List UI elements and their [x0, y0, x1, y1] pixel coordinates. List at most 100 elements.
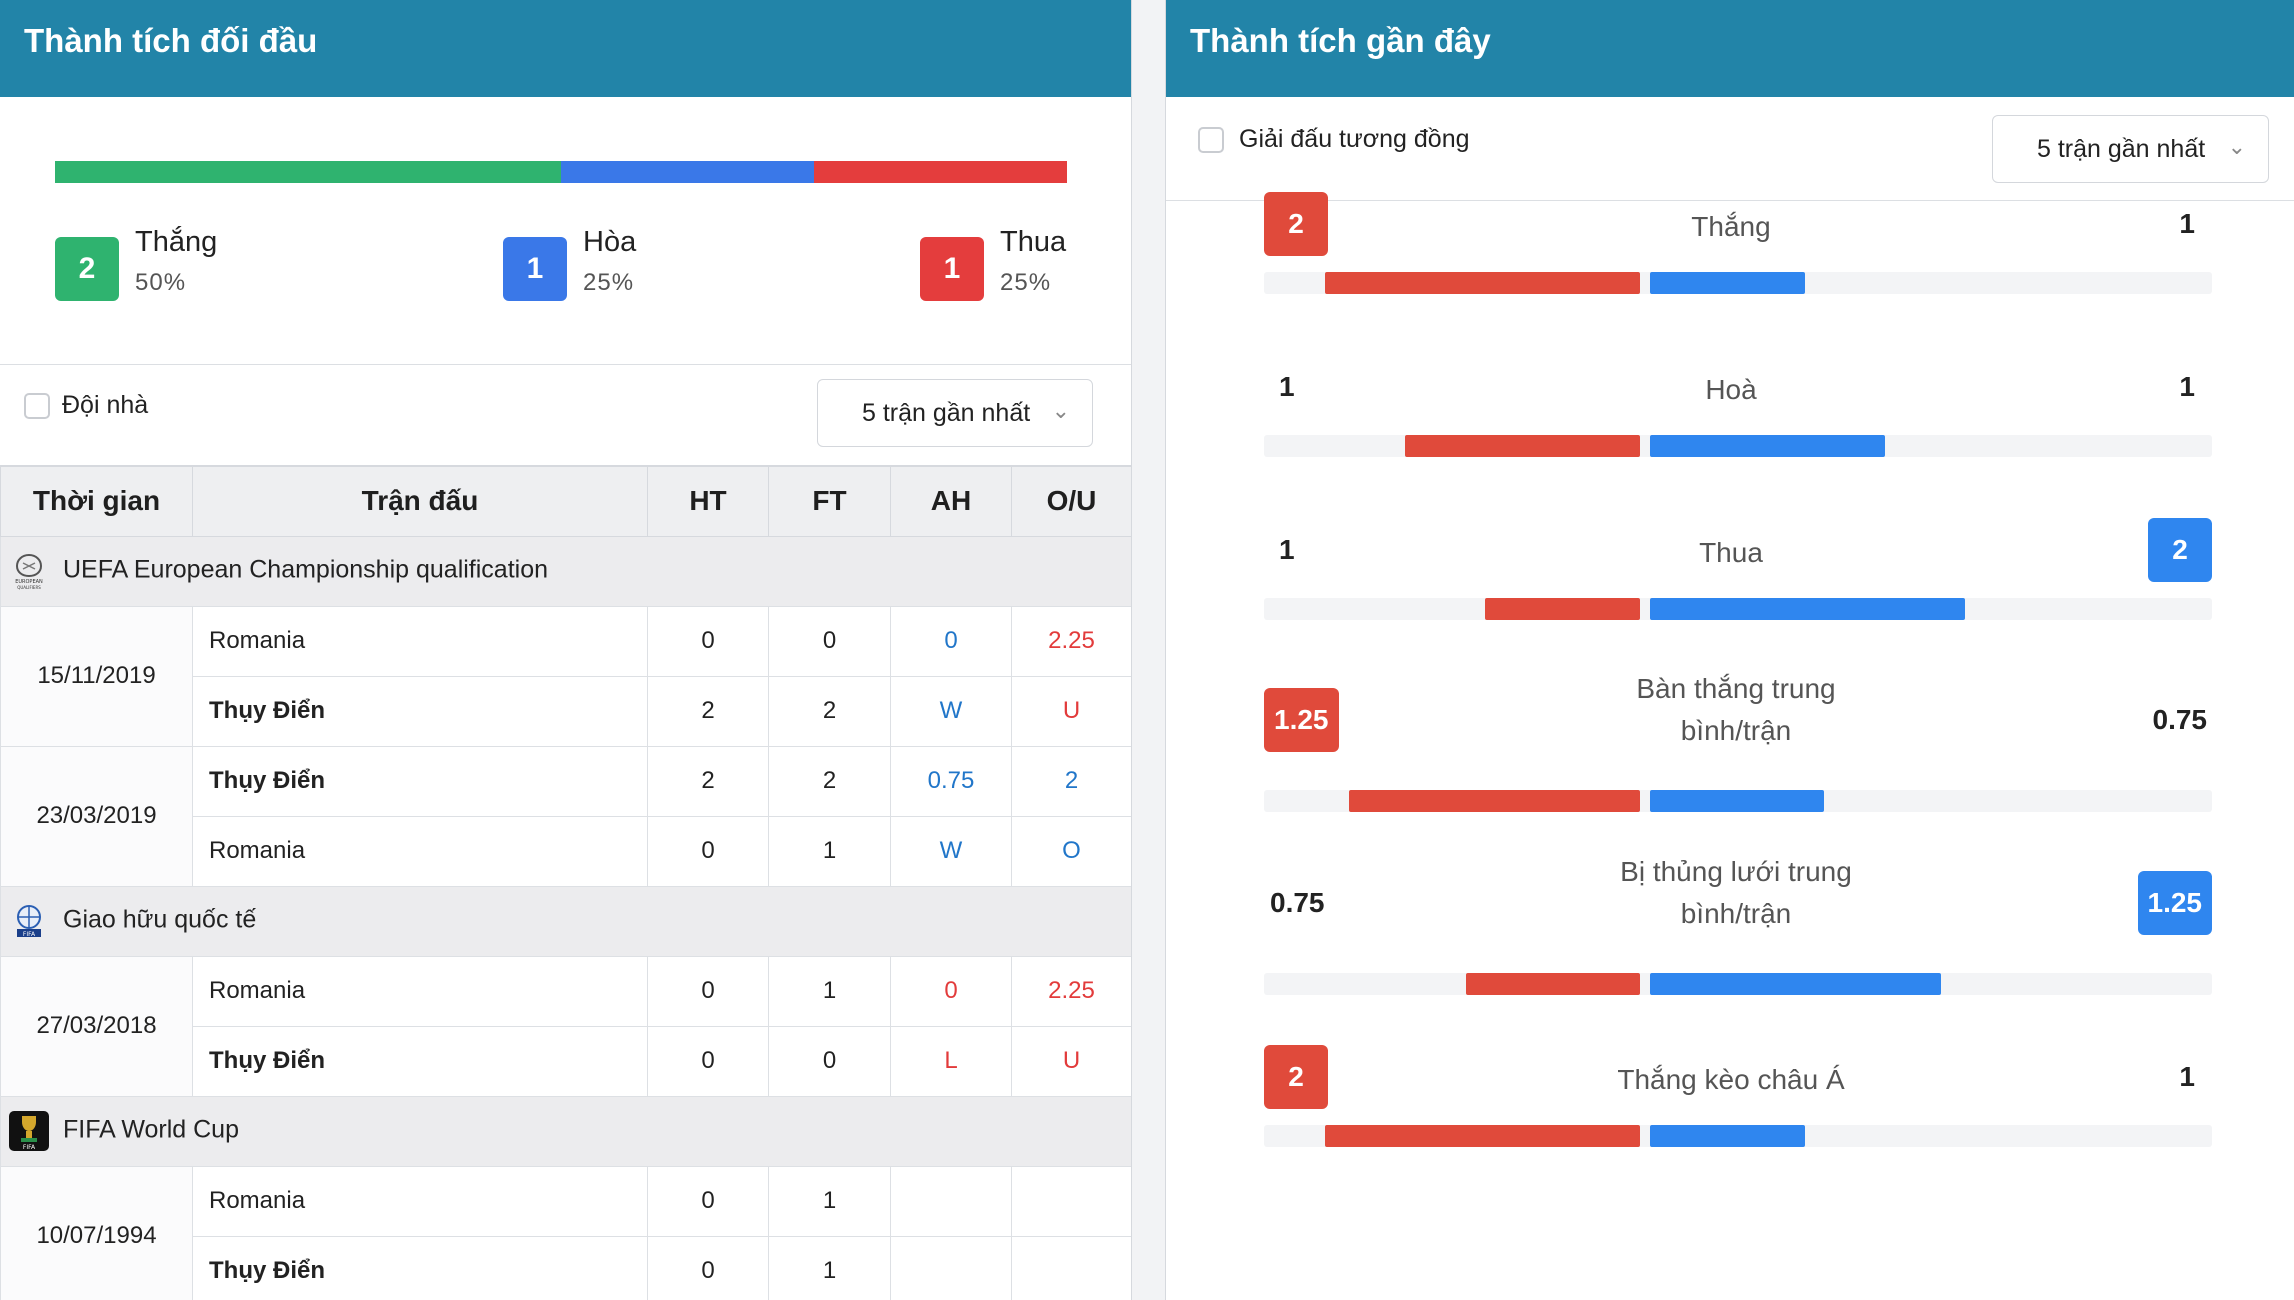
away-value-badge: 1.25	[2137, 871, 2212, 935]
stat-row: Thắng 2 1	[1166, 192, 2294, 332]
table-row[interactable]: Thụy Điển 0 1	[1, 1235, 1131, 1300]
match-count-select[interactable]: 5 trận gần nhất ⌄	[817, 379, 1093, 447]
away-bar	[1650, 272, 1806, 294]
column-header[interactable]: FT	[768, 465, 891, 537]
table-row[interactable]: 23/03/2019 Thụy Điển 2 2 0.75 2	[0, 745, 1131, 887]
away-value-badge: 2	[2148, 518, 2212, 582]
match-date: 27/03/2018	[0, 955, 193, 1097]
stat-row: Hoà 1 1	[1166, 355, 2294, 495]
table-row[interactable]: Thụy Điển 0 0 L U	[1, 1025, 1131, 1097]
column-header[interactable]: Trận đấu	[192, 465, 648, 537]
comparison-track	[1264, 272, 2212, 294]
recent-form-title: Thành tích gần đây	[1166, 0, 2294, 97]
svg-text:EUROPEAN: EUROPEAN	[15, 579, 43, 585]
team-name[interactable]: Romania	[192, 605, 648, 677]
column-header[interactable]: Thời gian	[0, 465, 193, 537]
summary-count-badge: 1	[920, 237, 984, 301]
comparison-track	[1264, 598, 2212, 620]
chevron-down-icon: ⌄	[2227, 134, 2246, 159]
stat-row: Thua 1 2	[1166, 518, 2294, 658]
comparison-track	[1264, 1125, 2212, 1147]
recent-match-count-select[interactable]: 5 trận gần nhất ⌄	[1992, 115, 2269, 183]
home-value-badge: 2	[1264, 192, 1328, 256]
summary-count-badge: 1	[503, 237, 567, 301]
league-cell[interactable]: FIFA Giao hữu quốc tế	[0, 885, 1131, 957]
result-ratio-bar	[55, 161, 1067, 183]
away-bar	[1650, 435, 1885, 457]
svg-text:FIFA: FIFA	[23, 1144, 36, 1151]
recent-form-panel: Thành tích gần đây Giải đấu tương đồng 5…	[1165, 0, 2294, 1300]
team-name[interactable]: Thụy Điển	[192, 675, 648, 747]
summary-text: Thắng 50%	[135, 225, 217, 297]
summary-count-badge: 2	[55, 237, 119, 301]
team-name[interactable]: Romania	[192, 955, 648, 1027]
summary-item: 1 Thua 25%	[920, 225, 1066, 301]
league-row: FIFA FIFA World Cup	[0, 1095, 1131, 1167]
stat-row: Bị thủng lưới trung bình/trận 0.75 1.25	[1166, 856, 2294, 1003]
over-under: O	[1011, 815, 1131, 887]
home-team-checkbox[interactable]	[24, 393, 50, 419]
stat-label: Bàn thắng trung bình/trận	[1636, 673, 1836, 746]
asian-handicap: W	[890, 675, 1012, 747]
home-bar	[1484, 598, 1640, 620]
column-header[interactable]: AH	[890, 465, 1012, 537]
home-value: 0.75	[1270, 887, 1325, 918]
stat-label: Hoà	[1705, 374, 1757, 405]
asian-handicap: W	[890, 815, 1012, 887]
half-time-score: 0	[647, 1165, 769, 1237]
table-row[interactable]: 27/03/2018 Romania 0 1 0 2.25	[0, 955, 1131, 1097]
over-under	[1011, 1165, 1131, 1237]
half-time-score: 0	[647, 605, 769, 677]
full-time-score: 2	[768, 745, 891, 817]
away-value: 0.75	[2152, 704, 2208, 735]
half-time-score: 0	[647, 815, 769, 887]
summary-item: 1 Hòa 25%	[503, 225, 636, 301]
league-cell[interactable]: EUROPEAN QUALIFIERS UEFA European Champion…	[0, 535, 1131, 607]
asian-handicap: 0	[890, 955, 1012, 1027]
team-name[interactable]: Thụy Điển	[192, 1235, 648, 1300]
table-row[interactable]: 15/11/2019 Romania 0 0 0 2.25	[0, 605, 1131, 747]
half-time-score: 0	[647, 1025, 769, 1097]
summary-label: Thắng	[135, 226, 218, 258]
asian-handicap	[890, 1235, 1012, 1300]
summary-text: Hòa 25%	[583, 225, 636, 297]
match-date: 10/07/1994	[0, 1165, 193, 1300]
team-name[interactable]: Romania	[192, 815, 648, 887]
match-date: 15/11/2019	[0, 605, 193, 747]
team-name[interactable]: Romania	[192, 1165, 648, 1237]
column-header[interactable]: O/U	[1011, 465, 1131, 537]
world-cup-trophy-icon: FIFA	[9, 1111, 49, 1151]
recent-form-filter: Giải đấu tương đồng 5 trận gần nhất ⌄	[1166, 97, 2294, 201]
over-under: 2.25	[1011, 605, 1131, 677]
same-league-checkbox[interactable]	[1198, 127, 1224, 153]
league-name[interactable]: Giao hữu quốc tế	[63, 905, 257, 934]
summary-item: 2 Thắng 50%	[55, 225, 217, 301]
away-value: 1	[2179, 1061, 2195, 1092]
half-time-score: 0	[647, 1235, 769, 1300]
stat-row: Thắng kèo châu Á 2 1	[1166, 1045, 2294, 1185]
away-bar	[1650, 973, 1942, 995]
league-cell[interactable]: FIFA FIFA World Cup	[0, 1095, 1131, 1167]
team-name[interactable]: Thụy Điển	[192, 745, 648, 817]
league-name[interactable]: UEFA European Championship qualification	[63, 555, 549, 584]
league-name[interactable]: FIFA World Cup	[63, 1115, 239, 1144]
league-row: FIFA Giao hữu quốc tế	[0, 885, 1131, 957]
ratio-segment-Thắng	[55, 161, 561, 183]
home-value-badge: 2	[1264, 1045, 1328, 1109]
full-time-score: 0	[768, 605, 891, 677]
column-header[interactable]: HT	[647, 465, 769, 537]
svg-text:FIFA: FIFA	[23, 931, 36, 938]
table-row[interactable]: Thụy Điển 2 2 W U	[1, 675, 1131, 747]
summary-percent: 25%	[1000, 269, 1052, 296]
home-value: 1	[1279, 371, 1295, 402]
full-time-score: 1	[768, 955, 891, 1027]
table-row[interactable]: 10/07/1994 Romania 0 1	[0, 1165, 1131, 1300]
away-bar	[1650, 598, 1965, 620]
team-name[interactable]: Thụy Điển	[192, 1025, 648, 1097]
summary-percent: 25%	[583, 269, 635, 296]
ratio-segment-Thua	[814, 161, 1067, 183]
fifa-friendly-icon: FIFA	[9, 901, 49, 941]
asian-handicap: L	[890, 1025, 1012, 1097]
home-value-badge: 1.25	[1264, 688, 1339, 752]
asian-handicap	[890, 1165, 1012, 1237]
